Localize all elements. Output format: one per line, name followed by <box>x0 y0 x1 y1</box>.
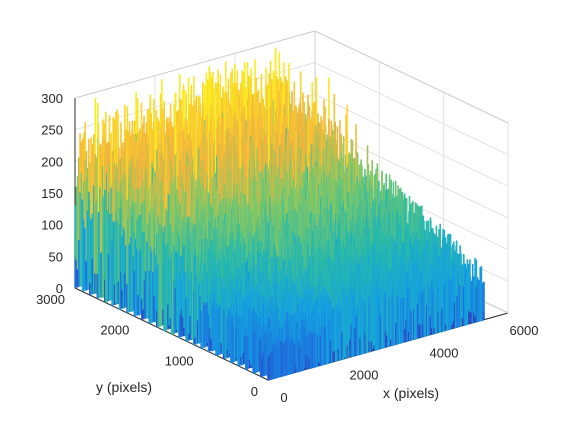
grid-line <box>314 62 509 156</box>
axis-edge <box>314 30 509 124</box>
surface-mesh <box>74 47 485 381</box>
axis-edge <box>74 30 316 99</box>
